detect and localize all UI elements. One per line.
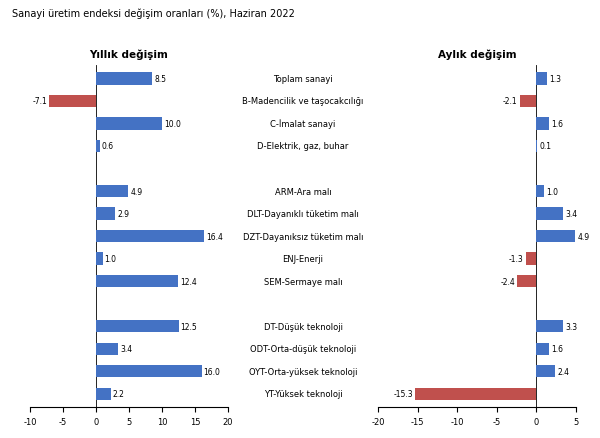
Bar [96, 320, 179, 332]
Text: DT-Düşük teknoloji: DT-Düşük teknoloji [263, 322, 343, 331]
Text: 1.0: 1.0 [104, 254, 116, 264]
Text: 2.9: 2.9 [117, 209, 129, 219]
Bar [49, 95, 96, 108]
Text: DLT-Dayanıklı tüketim malı: DLT-Dayanıklı tüketim malı [247, 209, 359, 219]
Bar [96, 253, 103, 265]
Text: 2.4: 2.4 [558, 367, 570, 376]
Bar [526, 253, 536, 265]
Text: 3.4: 3.4 [121, 344, 133, 353]
Bar [96, 73, 152, 85]
Text: 1.0: 1.0 [547, 187, 559, 196]
Bar [96, 388, 110, 400]
Text: 0.1: 0.1 [539, 142, 551, 151]
Text: -2.4: -2.4 [500, 277, 515, 286]
Text: Sanayi üretim endeksi değişim oranları (%), Haziran 2022: Sanayi üretim endeksi değişim oranları (… [12, 9, 295, 19]
Text: 16.0: 16.0 [203, 367, 220, 376]
Bar [536, 343, 549, 355]
Bar [536, 365, 556, 378]
Text: 4.9: 4.9 [130, 187, 142, 196]
Text: ENJ-Enerji: ENJ-Enerji [283, 254, 323, 264]
Text: -2.1: -2.1 [503, 97, 517, 106]
Bar [536, 185, 544, 198]
Text: YT-Yüksek teknoloji: YT-Yüksek teknoloji [263, 389, 343, 398]
Bar [520, 95, 536, 108]
Text: ODT-Orta-düşük teknoloji: ODT-Orta-düşük teknoloji [250, 344, 356, 353]
Bar [536, 118, 549, 131]
Text: 1.6: 1.6 [551, 120, 563, 129]
Text: 3.3: 3.3 [565, 322, 577, 331]
Text: B-Madencilik ve taşocakcılığı: B-Madencilik ve taşocakcılığı [242, 97, 364, 106]
Text: -1.3: -1.3 [509, 254, 524, 264]
Bar [536, 208, 563, 220]
Text: Toplam sanayi: Toplam sanayi [273, 75, 333, 84]
Bar [536, 73, 547, 85]
Bar [96, 230, 204, 243]
Bar [536, 141, 537, 153]
Bar [96, 118, 162, 131]
Text: C-İmalat sanayi: C-İmalat sanayi [271, 119, 335, 129]
Text: 12.5: 12.5 [181, 322, 197, 331]
Text: -15.3: -15.3 [393, 389, 413, 398]
Text: 1.6: 1.6 [551, 344, 563, 353]
Text: 12.4: 12.4 [180, 277, 197, 286]
Bar [96, 276, 178, 288]
Text: 4.9: 4.9 [578, 232, 590, 241]
Bar [536, 320, 563, 332]
Bar [415, 388, 536, 400]
Text: ARM-Ara malı: ARM-Ara malı [275, 187, 331, 196]
Text: 8.5: 8.5 [154, 75, 166, 84]
Bar [96, 141, 100, 153]
Text: 3.4: 3.4 [566, 209, 578, 219]
Text: 1.3: 1.3 [549, 75, 561, 84]
Text: OYT-Orta-yüksek teknoloji: OYT-Orta-yüksek teknoloji [249, 367, 357, 376]
Text: 2.2: 2.2 [113, 389, 124, 398]
Bar [96, 343, 118, 355]
Title: Aylık değişim: Aylık değişim [437, 49, 517, 60]
Text: 16.4: 16.4 [206, 232, 223, 241]
Bar [536, 230, 575, 243]
Bar [96, 365, 202, 378]
Text: DZT-Dayanıksız tüketim malı: DZT-Dayanıksız tüketim malı [243, 232, 363, 241]
Text: D-Elektrik, gaz, buhar: D-Elektrik, gaz, buhar [257, 142, 349, 151]
Text: 0.6: 0.6 [102, 142, 114, 151]
Text: 10.0: 10.0 [164, 120, 181, 129]
Bar [517, 276, 536, 288]
Bar [96, 208, 115, 220]
Title: Yıllık değişim: Yıllık değişim [89, 49, 169, 60]
Text: SEM-Sermaye malı: SEM-Sermaye malı [263, 277, 343, 286]
Bar [96, 185, 128, 198]
Text: -7.1: -7.1 [32, 97, 47, 106]
